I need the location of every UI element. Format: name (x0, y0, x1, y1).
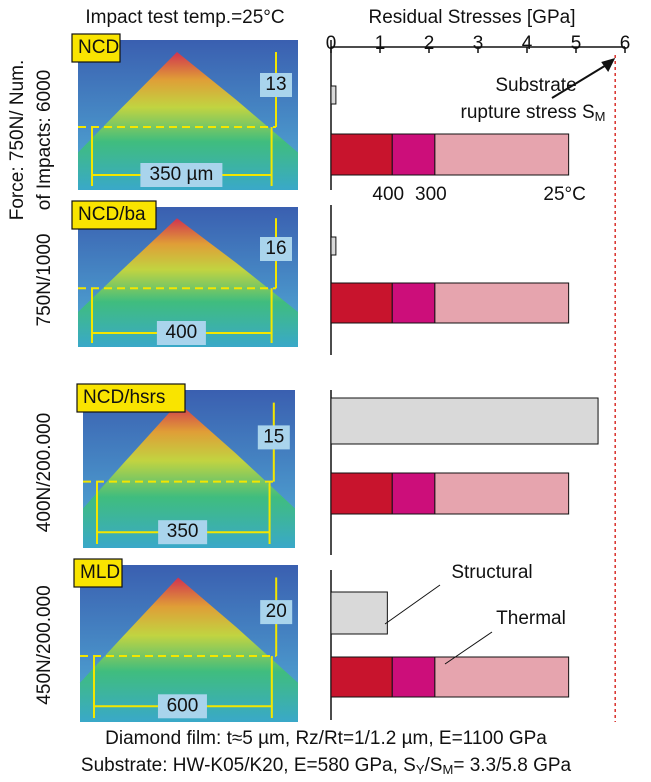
caption: Diamond film: t≈5 µm, Rz/Rt=1/1.2 µm, E=… (105, 728, 547, 749)
rupture-label: Substrate (495, 75, 576, 96)
height-box (260, 600, 293, 625)
x-tick-label: 5 (571, 33, 582, 54)
thermal-bar (330, 656, 393, 698)
height-box (260, 237, 292, 261)
sample-label: NCD/hsrs (83, 387, 165, 408)
thermal-bar (434, 133, 570, 176)
substrate-caption: Substrate: HW-K05/K20, E=580 GPa, SY/SM=… (81, 755, 572, 777)
height-label: 16 (265, 238, 286, 259)
structural-bar (330, 85, 337, 105)
topography-peak (78, 218, 298, 347)
chart-title: Residual Stresses [GPa] (369, 7, 576, 28)
width-box (156, 321, 206, 345)
rupture-label-sub: M (595, 109, 606, 124)
structural-bar (330, 236, 337, 256)
height-label: 20 (266, 601, 287, 622)
thermal-bar (391, 282, 436, 324)
sample-label: MLD (80, 562, 120, 583)
thermal-bar (391, 472, 436, 515)
sample-box (71, 200, 157, 230)
height-box (260, 73, 292, 97)
rupture-label: rupture stress SM (461, 102, 606, 124)
caption-sub: M (442, 762, 453, 777)
caption-part: /S (425, 755, 443, 776)
sample-box (73, 558, 123, 588)
rupture-arrow (551, 61, 612, 99)
topography-peak (78, 52, 298, 190)
annotation-line (384, 584, 441, 625)
thermal-bar (330, 282, 393, 324)
thermal-bar (330, 472, 393, 515)
x-tick-label: 3 (473, 33, 484, 54)
structural-label: Structural (451, 562, 532, 583)
thermal-bar (330, 133, 393, 176)
height-label: 15 (263, 426, 284, 447)
width-label: 600 (167, 695, 199, 716)
height-label: 13 (265, 74, 286, 95)
sample-label: NCD (78, 37, 119, 58)
arrow-head (601, 58, 616, 72)
thermal-label: Thermal (496, 608, 566, 629)
thermal-bar (434, 282, 570, 324)
thermal-bar (434, 656, 570, 698)
thermal-bar (434, 472, 570, 515)
caption-sub: Y (416, 762, 425, 777)
temperature-label: 400 (372, 184, 404, 205)
width-box (140, 163, 223, 187)
thermal-bar (391, 133, 436, 176)
load-label: of Impacts: 6000 (34, 70, 55, 210)
sample-box (76, 383, 186, 413)
structural-bar (330, 591, 388, 635)
caption-part: = 3.3/5.8 GPa (453, 755, 571, 776)
width-label: 400 (166, 322, 198, 343)
width-box (158, 520, 208, 545)
temperature-label: 300 (415, 184, 447, 205)
temperature-label: 25°C (543, 184, 585, 205)
thermal-bar (391, 656, 436, 698)
rupture-label-text: rupture stress S (461, 102, 595, 123)
annotation-line (444, 631, 493, 665)
topography-peak (83, 402, 295, 548)
x-tick-label: 2 (424, 33, 435, 54)
temp-label: Impact test temp.=25°C (85, 7, 284, 28)
load-label: 450N/200.000 (34, 585, 55, 704)
width-label: 350 µm (150, 164, 214, 185)
height-box (257, 425, 290, 450)
topography-peak (80, 577, 298, 722)
x-tick-label: 6 (620, 33, 631, 54)
structural-bar (330, 397, 599, 445)
caption-part: Substrate: HW-K05/K20, E=580 GPa, S (81, 755, 416, 776)
load-label: 400N/200.000 (34, 413, 55, 532)
x-tick-label: 4 (522, 33, 533, 54)
load-label: 750N/1000 (34, 234, 55, 327)
load-label: Force: 750N/ Num. (7, 60, 28, 221)
width-box (157, 694, 207, 719)
width-label: 350 (167, 521, 199, 542)
x-tick-label: 1 (375, 33, 386, 54)
sample-box (71, 33, 121, 63)
sample-label: NCD/ba (78, 204, 146, 225)
